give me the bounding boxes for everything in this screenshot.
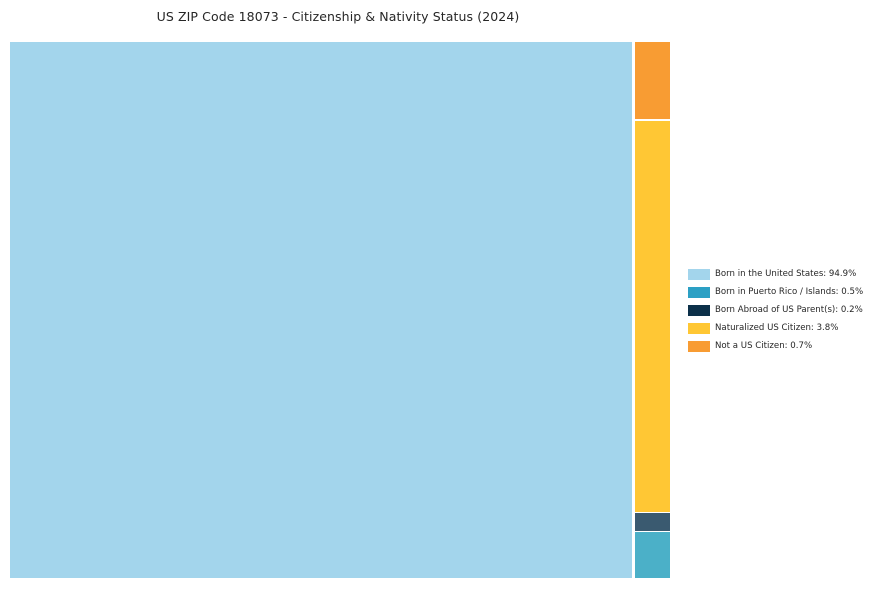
legend-swatch-icon	[688, 286, 710, 298]
legend-item-label: Not a US Citizen: 0.7%	[715, 341, 813, 351]
legend-swatch-icon	[688, 304, 710, 316]
treemap-tile-born-in-puerto-rico-islands[interactable]	[635, 532, 670, 578]
treemap-tile-not-a-us-citizen[interactable]	[635, 42, 670, 119]
chart-title: US ZIP Code 18073 - Citizenship & Nativi…	[156, 9, 520, 24]
legend-swatch-icon	[688, 340, 710, 352]
chart-legend: Born in the United States: 94.9% Born in …	[688, 265, 883, 355]
treemap-plot-area	[10, 42, 670, 578]
legend-swatch-icon	[688, 268, 710, 280]
legend-item-label: Born Abroad of US Parent(s): 0.2%	[715, 305, 863, 315]
legend-item[interactable]: Born in the United States: 94.9%	[688, 265, 883, 283]
treemap-tile-born-abroad-of-us-parents[interactable]	[635, 513, 670, 531]
treemap-tile-born-in-the-united-states[interactable]	[10, 42, 632, 578]
legend-item[interactable]: Naturalized US Citizen: 3.8%	[688, 319, 883, 337]
treemap-tile-naturalized-us-citizen[interactable]	[635, 121, 670, 512]
legend-item[interactable]: Not a US Citizen: 0.7%	[688, 337, 883, 355]
legend-item[interactable]: Born Abroad of US Parent(s): 0.2%	[688, 301, 883, 319]
legend-item-label: Born in Puerto Rico / Islands: 0.5%	[715, 287, 864, 297]
legend-item-label: Naturalized US Citizen: 3.8%	[715, 323, 839, 333]
legend-swatch-icon	[688, 322, 710, 334]
legend-item[interactable]: Born in Puerto Rico / Islands: 0.5%	[688, 283, 883, 301]
legend-item-label: Born in the United States: 94.9%	[715, 269, 857, 279]
